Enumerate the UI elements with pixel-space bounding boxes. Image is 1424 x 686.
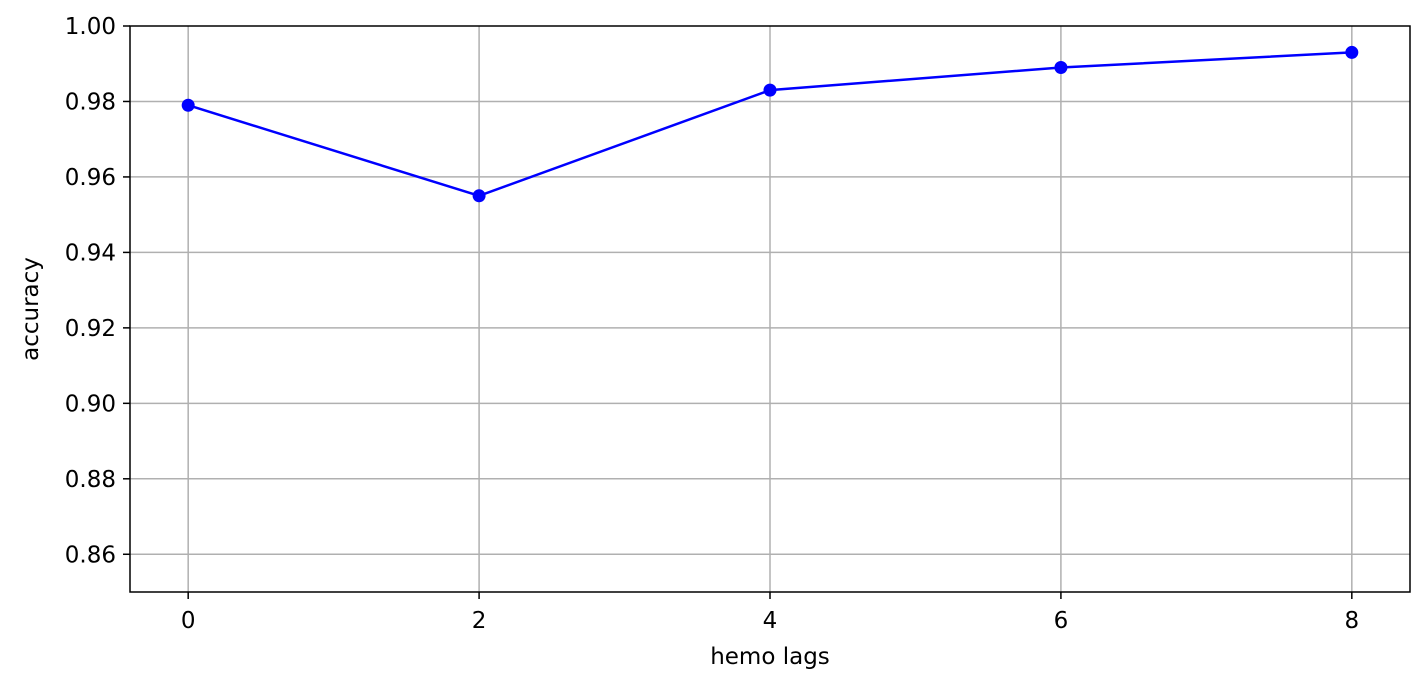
x-tick-label: 8 bbox=[1344, 608, 1359, 634]
x-tick-label: 6 bbox=[1054, 608, 1069, 634]
y-tick-label: 0.86 bbox=[65, 542, 116, 568]
grid-lines bbox=[130, 26, 1410, 592]
y-tick-label: 0.94 bbox=[65, 240, 116, 266]
y-tick-label: 0.90 bbox=[65, 391, 116, 417]
data-point bbox=[472, 189, 486, 203]
x-axis-title: hemo lags bbox=[710, 644, 830, 670]
series-layer bbox=[181, 45, 1359, 203]
data-point bbox=[1345, 45, 1359, 59]
data-point bbox=[1054, 61, 1068, 75]
y-tick-label: 0.92 bbox=[65, 316, 116, 342]
y-tick-label: 0.88 bbox=[65, 467, 116, 493]
y-tick-label: 0.98 bbox=[65, 89, 116, 115]
y-tick-label: 1.00 bbox=[65, 14, 116, 40]
y-axis-title: accuracy bbox=[18, 257, 44, 361]
x-axis: 0 2 4 6 8 bbox=[181, 592, 1359, 634]
x-tick-label: 2 bbox=[472, 608, 487, 634]
x-tick-label: 4 bbox=[763, 608, 778, 634]
data-point bbox=[763, 83, 777, 97]
x-tick-label: 0 bbox=[181, 608, 196, 634]
data-point bbox=[181, 98, 195, 112]
y-axis: 0.86 0.88 0.90 0.92 0.94 0.96 0.98 1.00 bbox=[65, 14, 130, 568]
y-tick-label: 0.96 bbox=[65, 165, 116, 191]
